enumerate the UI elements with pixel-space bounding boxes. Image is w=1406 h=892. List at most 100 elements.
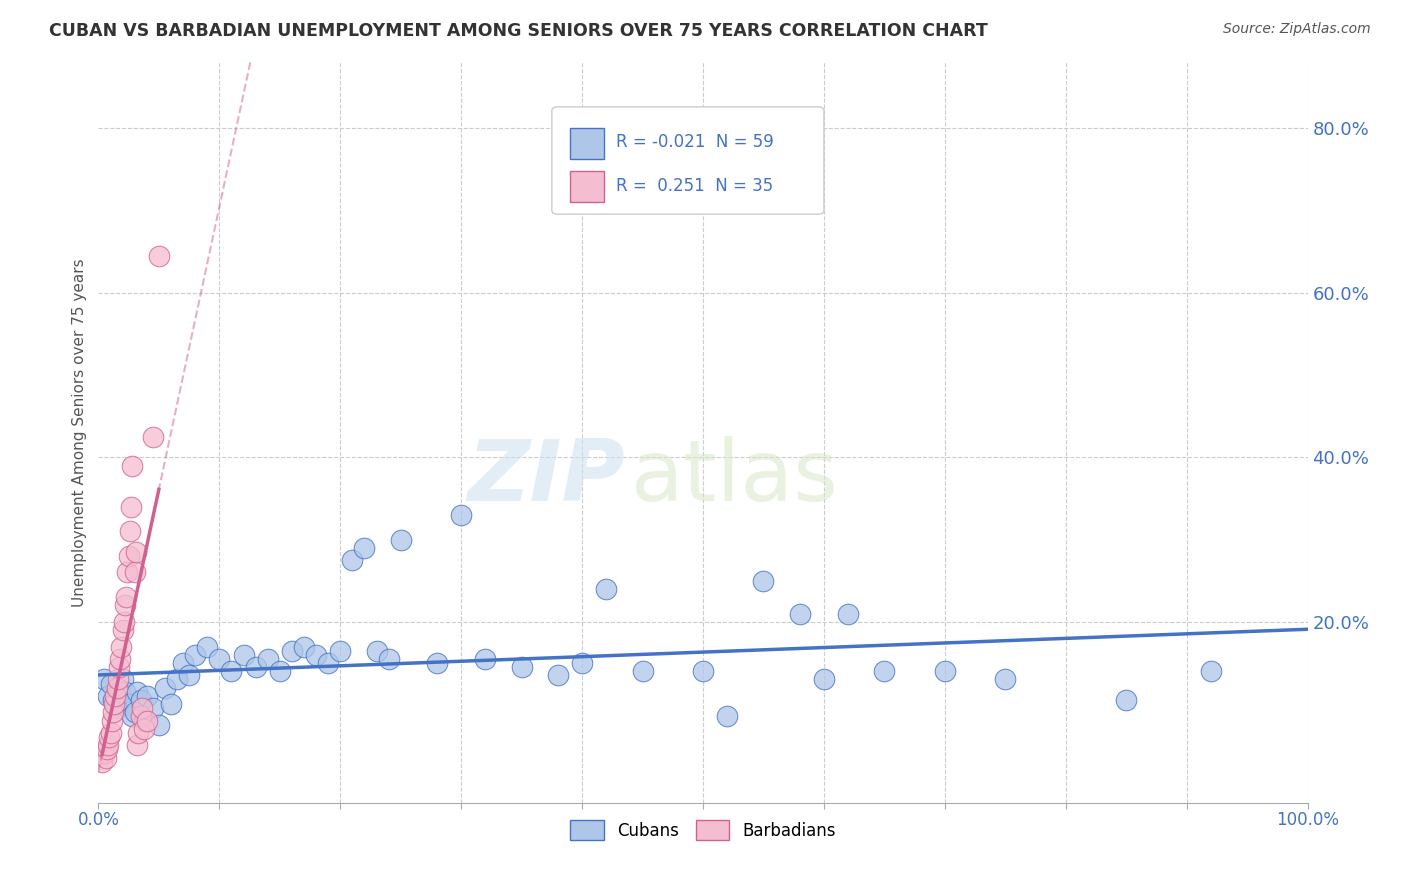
- Point: [426, 656, 449, 670]
- Point: [994, 673, 1017, 687]
- Point: [93, 673, 115, 687]
- Text: ZIP: ZIP: [467, 435, 624, 518]
- Text: R = -0.021  N = 59: R = -0.021 N = 59: [616, 134, 773, 152]
- Point: [195, 640, 218, 654]
- Point: [108, 660, 131, 674]
- FancyBboxPatch shape: [569, 170, 603, 202]
- Point: [98, 730, 121, 744]
- Point: [134, 714, 156, 728]
- Point: [160, 697, 183, 711]
- Point: [166, 673, 188, 687]
- Point: [101, 693, 124, 707]
- Point: [108, 685, 131, 699]
- Point: [353, 541, 375, 555]
- Point: [256, 652, 278, 666]
- Point: [115, 590, 138, 604]
- Point: [94, 750, 117, 764]
- Point: [172, 656, 194, 670]
- Point: [329, 643, 352, 657]
- Point: [104, 689, 127, 703]
- Point: [813, 673, 835, 687]
- Point: [692, 664, 714, 678]
- Point: [110, 640, 132, 654]
- Y-axis label: Unemployment Among Seniors over 75 years: Unemployment Among Seniors over 75 years: [72, 259, 87, 607]
- Point: [100, 714, 122, 728]
- Point: [1115, 693, 1137, 707]
- FancyBboxPatch shape: [569, 128, 603, 159]
- Point: [269, 664, 291, 678]
- Point: [97, 738, 120, 752]
- Point: [316, 656, 339, 670]
- Point: [595, 582, 617, 596]
- Text: CUBAN VS BARBADIAN UNEMPLOYMENT AMONG SENIORS OVER 75 YEARS CORRELATION CHART: CUBAN VS BARBADIAN UNEMPLOYMENT AMONG SE…: [49, 22, 988, 40]
- Point: [114, 599, 136, 613]
- Point: [121, 458, 143, 473]
- Point: [121, 709, 143, 723]
- Point: [631, 664, 654, 678]
- Point: [117, 566, 139, 580]
- Point: [366, 643, 388, 657]
- Point: [107, 673, 129, 687]
- Point: [305, 648, 328, 662]
- Point: [450, 508, 472, 522]
- Point: [127, 726, 149, 740]
- Point: [873, 664, 896, 678]
- Point: [389, 533, 412, 547]
- Point: [91, 755, 114, 769]
- Point: [127, 738, 149, 752]
- Text: 100.0%: 100.0%: [1277, 811, 1339, 830]
- Point: [292, 640, 315, 654]
- Point: [97, 689, 120, 703]
- Point: [96, 742, 118, 756]
- Point: [342, 553, 364, 567]
- Point: [127, 685, 149, 699]
- Point: [100, 726, 122, 740]
- Point: [114, 685, 136, 699]
- Point: [131, 701, 153, 715]
- Point: [245, 660, 267, 674]
- Point: [125, 545, 148, 559]
- Point: [105, 701, 128, 715]
- Point: [1199, 664, 1222, 678]
- Point: [108, 652, 131, 666]
- Point: [100, 676, 122, 690]
- Point: [547, 668, 569, 682]
- Point: [184, 648, 207, 662]
- Point: [208, 652, 231, 666]
- Point: [752, 574, 775, 588]
- Point: [716, 709, 738, 723]
- Point: [135, 689, 157, 703]
- Point: [148, 717, 170, 731]
- Point: [124, 706, 146, 720]
- Point: [101, 706, 124, 720]
- Point: [837, 607, 859, 621]
- Point: [221, 664, 243, 678]
- Point: [153, 681, 176, 695]
- Text: Source: ZipAtlas.com: Source: ZipAtlas.com: [1223, 22, 1371, 37]
- Point: [377, 652, 399, 666]
- Point: [118, 697, 141, 711]
- Point: [474, 652, 496, 666]
- Text: 0.0%: 0.0%: [77, 811, 120, 830]
- Point: [142, 430, 165, 444]
- Point: [111, 623, 134, 637]
- Point: [934, 664, 956, 678]
- Point: [118, 524, 141, 539]
- Point: [179, 668, 201, 682]
- Point: [105, 681, 128, 695]
- Point: [129, 693, 152, 707]
- Point: [111, 673, 134, 687]
- Point: [124, 566, 146, 580]
- Point: [281, 643, 304, 657]
- FancyBboxPatch shape: [551, 107, 824, 214]
- Point: [135, 714, 157, 728]
- Text: atlas: atlas: [630, 435, 838, 518]
- Point: [103, 697, 125, 711]
- Point: [510, 660, 533, 674]
- Text: R =  0.251  N = 35: R = 0.251 N = 35: [616, 178, 773, 195]
- Point: [120, 500, 142, 514]
- Point: [142, 701, 165, 715]
- Point: [93, 747, 115, 761]
- Point: [118, 549, 141, 563]
- Point: [129, 709, 152, 723]
